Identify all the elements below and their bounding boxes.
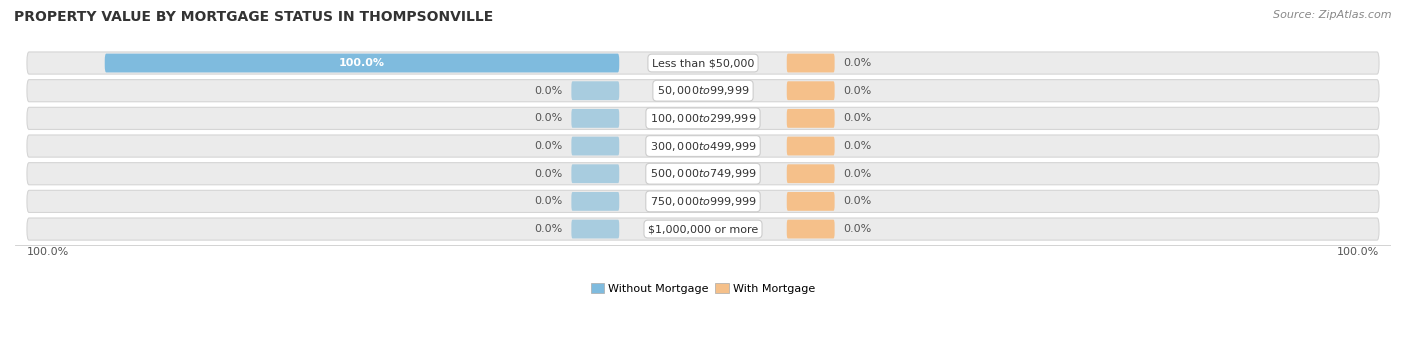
- FancyBboxPatch shape: [571, 192, 619, 211]
- FancyBboxPatch shape: [104, 54, 619, 72]
- FancyBboxPatch shape: [27, 163, 1379, 185]
- FancyBboxPatch shape: [571, 81, 619, 100]
- FancyBboxPatch shape: [787, 220, 835, 238]
- Text: 0.0%: 0.0%: [534, 196, 562, 206]
- FancyBboxPatch shape: [571, 220, 619, 238]
- Text: 0.0%: 0.0%: [844, 224, 872, 234]
- Text: 0.0%: 0.0%: [844, 141, 872, 151]
- Text: $300,000 to $499,999: $300,000 to $499,999: [650, 139, 756, 152]
- Text: PROPERTY VALUE BY MORTGAGE STATUS IN THOMPSONVILLE: PROPERTY VALUE BY MORTGAGE STATUS IN THO…: [14, 10, 494, 24]
- FancyBboxPatch shape: [27, 107, 1379, 130]
- Text: $750,000 to $999,999: $750,000 to $999,999: [650, 195, 756, 208]
- Text: 0.0%: 0.0%: [534, 141, 562, 151]
- Text: 0.0%: 0.0%: [844, 196, 872, 206]
- FancyBboxPatch shape: [571, 137, 619, 155]
- Text: 100.0%: 100.0%: [339, 58, 385, 68]
- Text: 0.0%: 0.0%: [844, 58, 872, 68]
- FancyBboxPatch shape: [571, 164, 619, 183]
- FancyBboxPatch shape: [787, 109, 835, 128]
- Legend: Without Mortgage, With Mortgage: Without Mortgage, With Mortgage: [586, 279, 820, 298]
- FancyBboxPatch shape: [27, 80, 1379, 102]
- Text: 100.0%: 100.0%: [27, 247, 69, 257]
- Text: 100.0%: 100.0%: [1337, 247, 1379, 257]
- FancyBboxPatch shape: [787, 192, 835, 211]
- FancyBboxPatch shape: [787, 54, 835, 72]
- Text: 0.0%: 0.0%: [844, 86, 872, 96]
- FancyBboxPatch shape: [787, 164, 835, 183]
- Text: Source: ZipAtlas.com: Source: ZipAtlas.com: [1274, 10, 1392, 20]
- FancyBboxPatch shape: [27, 52, 1379, 74]
- FancyBboxPatch shape: [787, 81, 835, 100]
- Text: Less than $50,000: Less than $50,000: [652, 58, 754, 68]
- Text: $50,000 to $99,999: $50,000 to $99,999: [657, 84, 749, 97]
- Text: 0.0%: 0.0%: [534, 169, 562, 179]
- FancyBboxPatch shape: [27, 218, 1379, 240]
- Text: $100,000 to $299,999: $100,000 to $299,999: [650, 112, 756, 125]
- Text: 0.0%: 0.0%: [534, 224, 562, 234]
- FancyBboxPatch shape: [27, 135, 1379, 157]
- Text: $500,000 to $749,999: $500,000 to $749,999: [650, 167, 756, 180]
- FancyBboxPatch shape: [787, 137, 835, 155]
- FancyBboxPatch shape: [27, 190, 1379, 212]
- Text: $1,000,000 or more: $1,000,000 or more: [648, 224, 758, 234]
- Text: 0.0%: 0.0%: [534, 113, 562, 123]
- Text: 0.0%: 0.0%: [844, 169, 872, 179]
- Text: 0.0%: 0.0%: [844, 113, 872, 123]
- Text: 0.0%: 0.0%: [534, 86, 562, 96]
- FancyBboxPatch shape: [571, 109, 619, 128]
